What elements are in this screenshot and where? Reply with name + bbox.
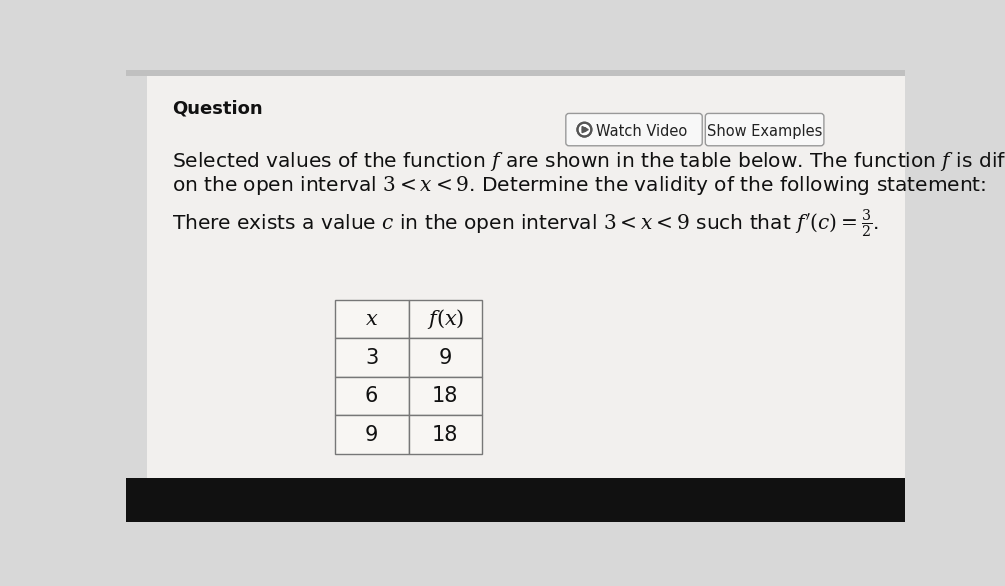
Text: There exists a value $c$ in the open interval $3 < x < 9$ such that $f'(c) = \fr: There exists a value $c$ in the open int… (172, 208, 879, 240)
Circle shape (578, 122, 591, 137)
Text: 18: 18 (432, 424, 458, 445)
Bar (126, 70, 904, 76)
Circle shape (583, 128, 586, 131)
Text: 18: 18 (432, 386, 458, 406)
Bar (408, 300, 482, 338)
Text: $x$: $x$ (365, 309, 379, 329)
FancyBboxPatch shape (566, 114, 702, 146)
Polygon shape (582, 127, 588, 132)
Text: 9: 9 (438, 347, 452, 367)
Text: Selected values of the function $f$ are shown in the table below. The function $: Selected values of the function $f$ are … (172, 149, 1005, 173)
Text: 3: 3 (365, 347, 378, 367)
Bar (335, 300, 408, 338)
Text: Show Examples: Show Examples (707, 124, 822, 139)
Text: 6: 6 (365, 386, 378, 406)
Bar (126, 478, 904, 522)
Bar (408, 377, 482, 415)
Bar (335, 415, 408, 454)
Bar (408, 338, 482, 377)
Text: Watch Video: Watch Video (596, 124, 687, 139)
Bar (148, 76, 904, 478)
Bar (408, 415, 482, 454)
FancyBboxPatch shape (706, 114, 824, 146)
Text: Question: Question (172, 100, 262, 118)
Bar (335, 338, 408, 377)
Text: on the open interval $3 < x < 9$. Determine the validity of the following statem: on the open interval $3 < x < 9$. Determ… (172, 174, 986, 197)
Text: 9: 9 (365, 424, 378, 445)
Bar (335, 377, 408, 415)
Text: $f(x)$: $f(x)$ (426, 307, 464, 331)
